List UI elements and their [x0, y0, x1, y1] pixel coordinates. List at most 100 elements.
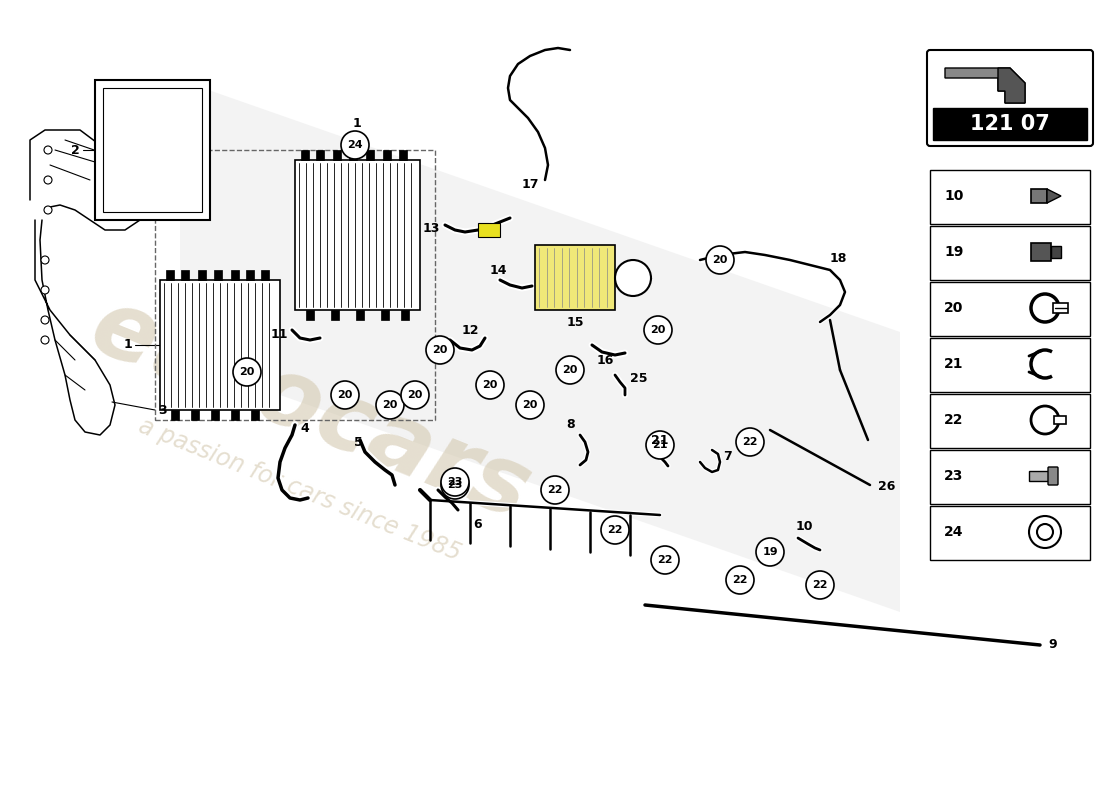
- Bar: [1028, 471, 1049, 481]
- Circle shape: [331, 381, 359, 409]
- Circle shape: [41, 256, 50, 264]
- Text: 20: 20: [562, 365, 578, 375]
- Text: 20: 20: [383, 400, 398, 410]
- Circle shape: [516, 391, 544, 419]
- Text: 20: 20: [432, 345, 448, 355]
- Bar: [316, 150, 324, 160]
- Bar: [399, 150, 407, 160]
- Text: 21: 21: [652, 440, 668, 450]
- Text: 20: 20: [338, 390, 353, 400]
- Bar: [191, 410, 199, 420]
- Bar: [160, 280, 280, 410]
- Bar: [251, 410, 258, 420]
- Circle shape: [376, 391, 404, 419]
- Bar: [1053, 303, 1068, 313]
- Circle shape: [426, 336, 454, 364]
- Bar: [211, 410, 219, 420]
- Bar: [1054, 416, 1066, 424]
- Text: 23: 23: [944, 469, 964, 483]
- Circle shape: [556, 356, 584, 384]
- Text: 22: 22: [733, 575, 748, 585]
- Bar: [933, 108, 1087, 140]
- Bar: [231, 270, 239, 280]
- Text: 16: 16: [596, 354, 614, 366]
- Circle shape: [41, 316, 50, 324]
- Polygon shape: [180, 80, 900, 612]
- Text: 22: 22: [742, 437, 758, 447]
- Circle shape: [706, 246, 734, 274]
- Bar: [930, 450, 1090, 504]
- Circle shape: [736, 428, 764, 456]
- Text: 3: 3: [158, 403, 166, 417]
- Circle shape: [726, 566, 754, 594]
- Circle shape: [476, 371, 504, 399]
- Text: 10: 10: [795, 521, 813, 534]
- Circle shape: [806, 571, 834, 599]
- Text: 20: 20: [944, 301, 964, 315]
- Circle shape: [44, 206, 52, 214]
- Circle shape: [233, 358, 261, 386]
- Bar: [306, 310, 313, 320]
- Bar: [381, 310, 389, 320]
- Bar: [103, 88, 202, 212]
- Text: a passion for cars since 1985: a passion for cars since 1985: [135, 414, 464, 566]
- Text: 2: 2: [72, 143, 80, 157]
- Text: 14: 14: [490, 263, 507, 277]
- Text: 21: 21: [944, 357, 964, 371]
- Circle shape: [441, 471, 469, 499]
- Text: 20: 20: [713, 255, 728, 265]
- Bar: [95, 80, 210, 220]
- Text: 22: 22: [944, 413, 964, 427]
- Text: 19: 19: [762, 547, 778, 557]
- Circle shape: [1031, 406, 1059, 434]
- Text: 20: 20: [240, 367, 255, 377]
- Text: 12: 12: [462, 323, 480, 337]
- Text: 21: 21: [651, 434, 669, 446]
- Circle shape: [615, 260, 651, 296]
- Circle shape: [541, 476, 569, 504]
- Text: 24: 24: [944, 525, 964, 539]
- Circle shape: [41, 336, 50, 344]
- Circle shape: [44, 146, 52, 154]
- FancyBboxPatch shape: [927, 50, 1093, 146]
- Circle shape: [1037, 524, 1053, 540]
- Bar: [1050, 246, 1062, 258]
- Bar: [231, 410, 239, 420]
- Text: 10: 10: [944, 189, 964, 203]
- Bar: [930, 338, 1090, 392]
- Polygon shape: [998, 68, 1025, 103]
- Circle shape: [341, 131, 368, 159]
- Text: 22: 22: [548, 485, 563, 495]
- Text: 20: 20: [650, 325, 666, 335]
- Text: eurocars: eurocars: [77, 280, 543, 540]
- Text: 5: 5: [354, 435, 363, 449]
- Text: 22: 22: [812, 580, 827, 590]
- Circle shape: [646, 431, 674, 459]
- Bar: [930, 170, 1090, 224]
- Text: 6: 6: [474, 518, 482, 531]
- Text: 20: 20: [407, 390, 422, 400]
- Circle shape: [1031, 294, 1059, 322]
- Circle shape: [756, 538, 784, 566]
- Circle shape: [1028, 516, 1062, 548]
- Text: 23: 23: [448, 480, 463, 490]
- Bar: [930, 226, 1090, 280]
- Bar: [366, 150, 374, 160]
- Bar: [214, 270, 222, 280]
- Text: 20: 20: [522, 400, 538, 410]
- Circle shape: [644, 316, 672, 344]
- Text: 18: 18: [830, 251, 847, 265]
- Bar: [356, 310, 364, 320]
- Bar: [246, 270, 254, 280]
- Circle shape: [44, 176, 52, 184]
- Circle shape: [601, 516, 629, 544]
- Text: 13: 13: [422, 222, 440, 234]
- Bar: [930, 282, 1090, 336]
- Bar: [383, 150, 390, 160]
- Text: 22: 22: [607, 525, 623, 535]
- Bar: [1031, 189, 1047, 203]
- Bar: [333, 150, 341, 160]
- Bar: [402, 310, 409, 320]
- Circle shape: [441, 468, 469, 496]
- Text: 121 07: 121 07: [970, 114, 1049, 134]
